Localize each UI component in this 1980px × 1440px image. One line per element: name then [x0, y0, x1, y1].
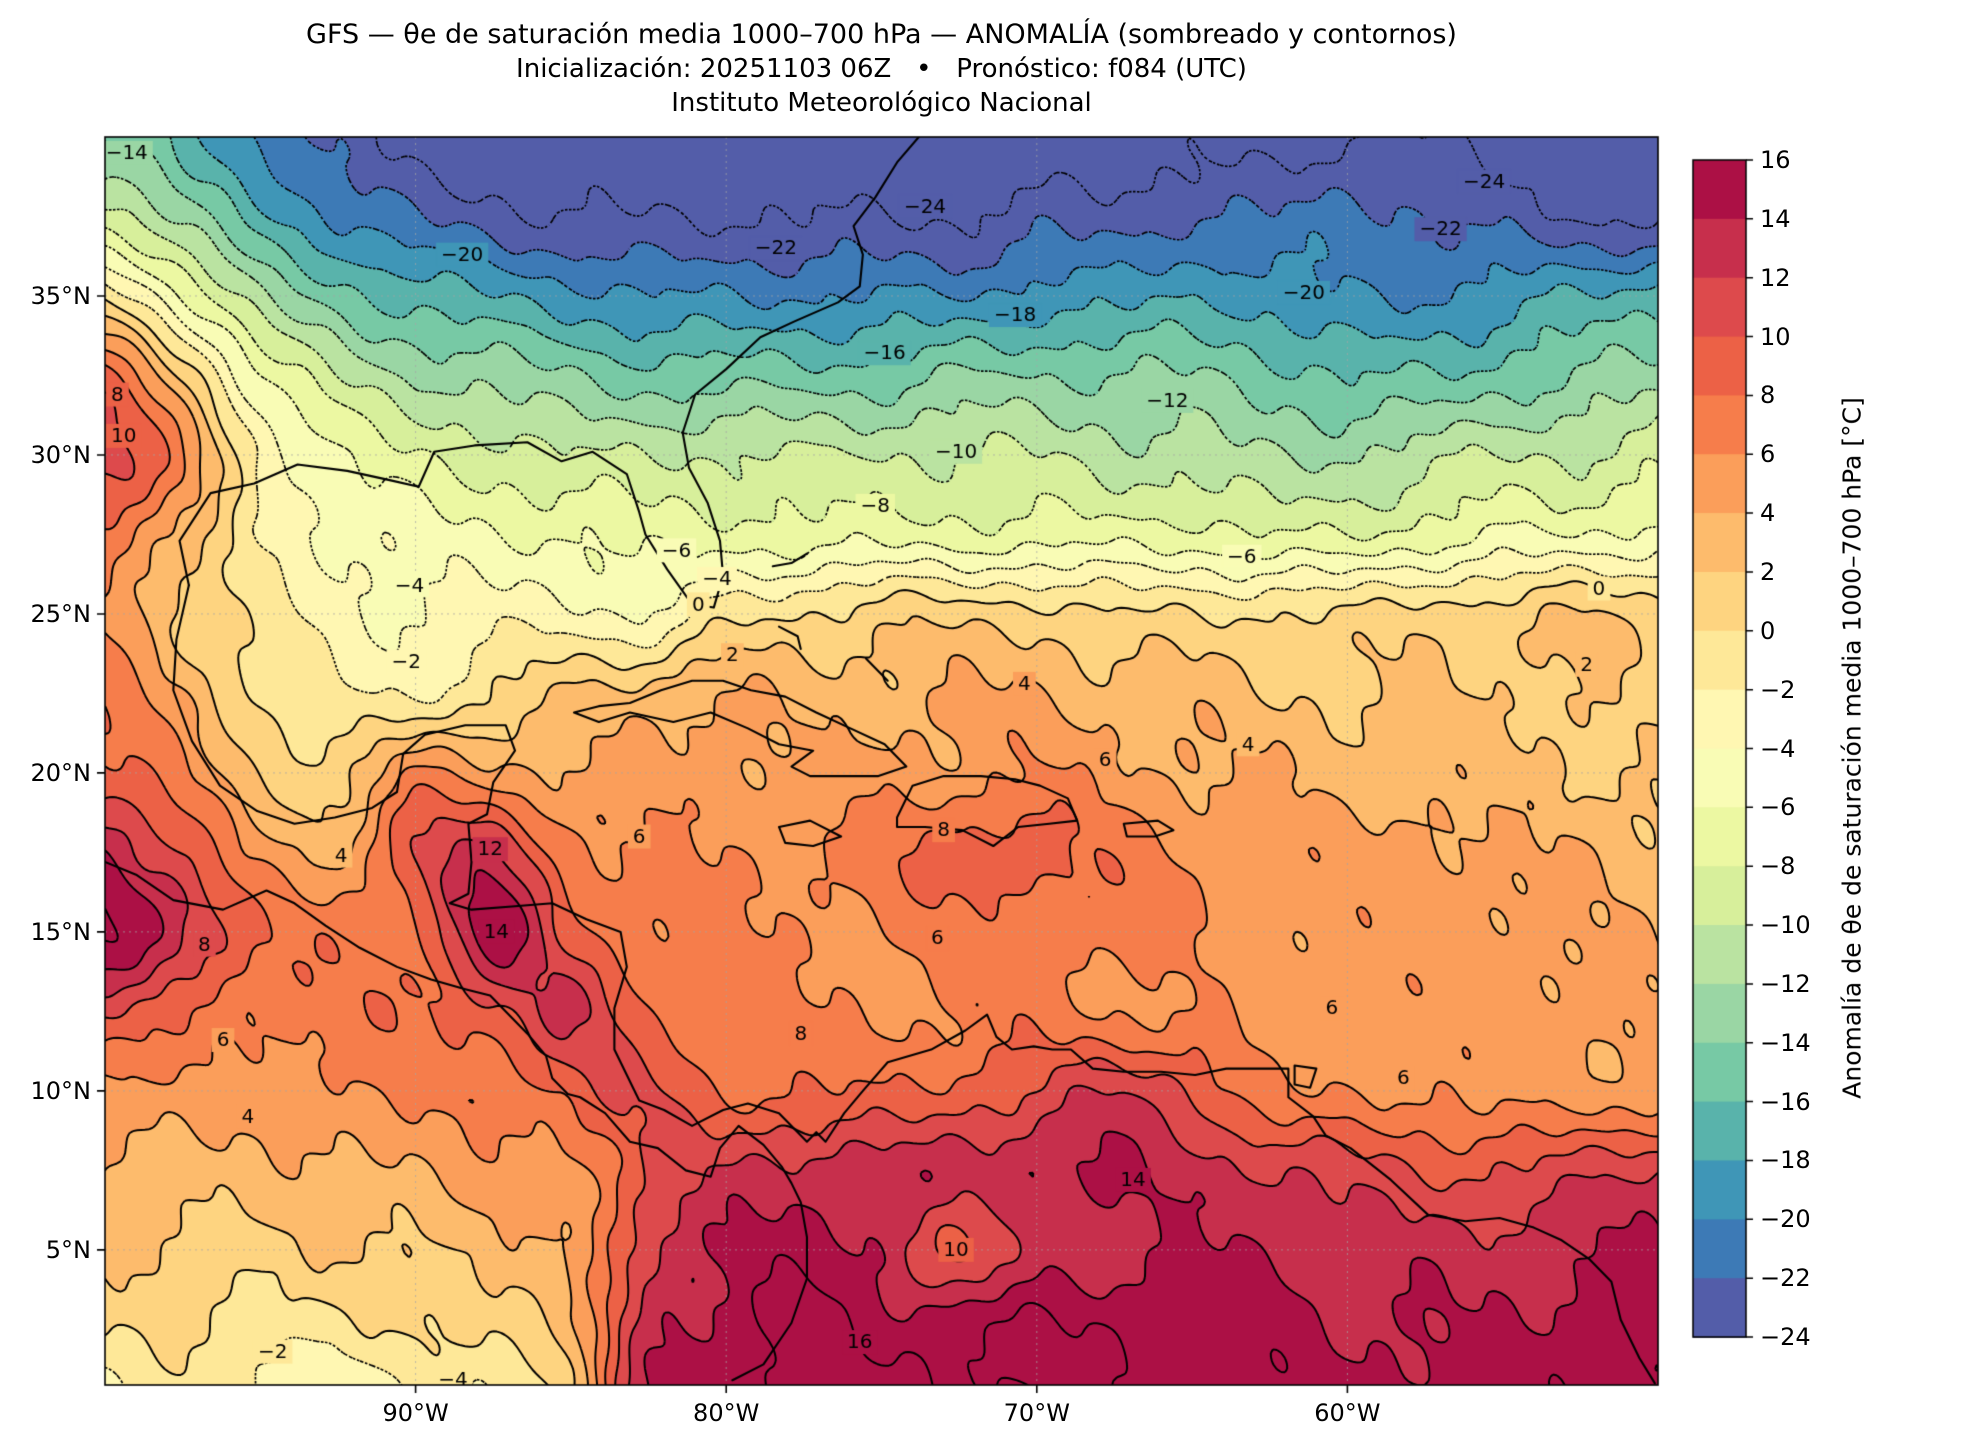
- y-tick-label: 30°N: [30, 440, 92, 469]
- colorbar-tick-label: 8: [1760, 381, 1776, 410]
- colorbar-tick-label: 2: [1760, 557, 1776, 586]
- chart-institution: Instituto Meteorológico Nacional: [671, 88, 1092, 118]
- colorbar-tick-label: −24: [1760, 1323, 1811, 1351]
- colorbar-tick-label: 12: [1760, 263, 1791, 292]
- x-tick-label: 60°W: [1314, 1399, 1381, 1427]
- chart-title: GFS — θe de saturación media 1000–700 hP…: [306, 19, 1457, 50]
- colorbar-tick-label: −22: [1760, 1264, 1811, 1293]
- colorbar-tick-label: 10: [1760, 322, 1791, 351]
- x-tick-label: 80°W: [693, 1399, 760, 1427]
- y-tick-label: 25°N: [30, 599, 92, 628]
- y-tick-label: 10°N: [30, 1076, 92, 1105]
- colorbar-tick-label: −8: [1760, 852, 1796, 881]
- y-tick-label: 20°N: [30, 758, 92, 787]
- y-tick-label: 15°N: [30, 917, 92, 946]
- y-tick-label: 35°N: [30, 281, 92, 310]
- y-tick-label: 5°N: [45, 1235, 91, 1264]
- colorbar-tick-label: −10: [1760, 911, 1811, 940]
- colorbar-tick-label: −20: [1760, 1205, 1811, 1234]
- title-block: GFS — θe de saturación media 1000–700 hP…: [105, 18, 1658, 120]
- colorbar-tick-label: −4: [1760, 734, 1796, 763]
- colorbar-tick-label: 6: [1760, 440, 1776, 469]
- colorbar-tick-label: 0: [1760, 616, 1776, 645]
- colorbar-tick-label: −2: [1760, 675, 1796, 704]
- colorbar-tick-label: −12: [1760, 969, 1811, 998]
- colorbar-tick-label: −6: [1760, 793, 1796, 822]
- chart-subtitle: Inicialización: 20251103 06Z • Pronóstic…: [516, 54, 1247, 84]
- colorbar-tick-label: 4: [1760, 499, 1776, 528]
- colorbar-tick-label: −16: [1760, 1087, 1811, 1116]
- x-tick-label: 70°W: [1003, 1399, 1070, 1427]
- colorbar-label: Anomalía de θe de saturación media 1000–…: [1837, 397, 1867, 1099]
- colorbar-tick-label: 14: [1760, 204, 1791, 233]
- colorbar-tick-label: −14: [1760, 1028, 1811, 1057]
- x-tick-label: 90°W: [382, 1399, 449, 1427]
- colorbar-tick-label: −18: [1760, 1146, 1811, 1175]
- colorbar-tick-label: 16: [1760, 146, 1791, 174]
